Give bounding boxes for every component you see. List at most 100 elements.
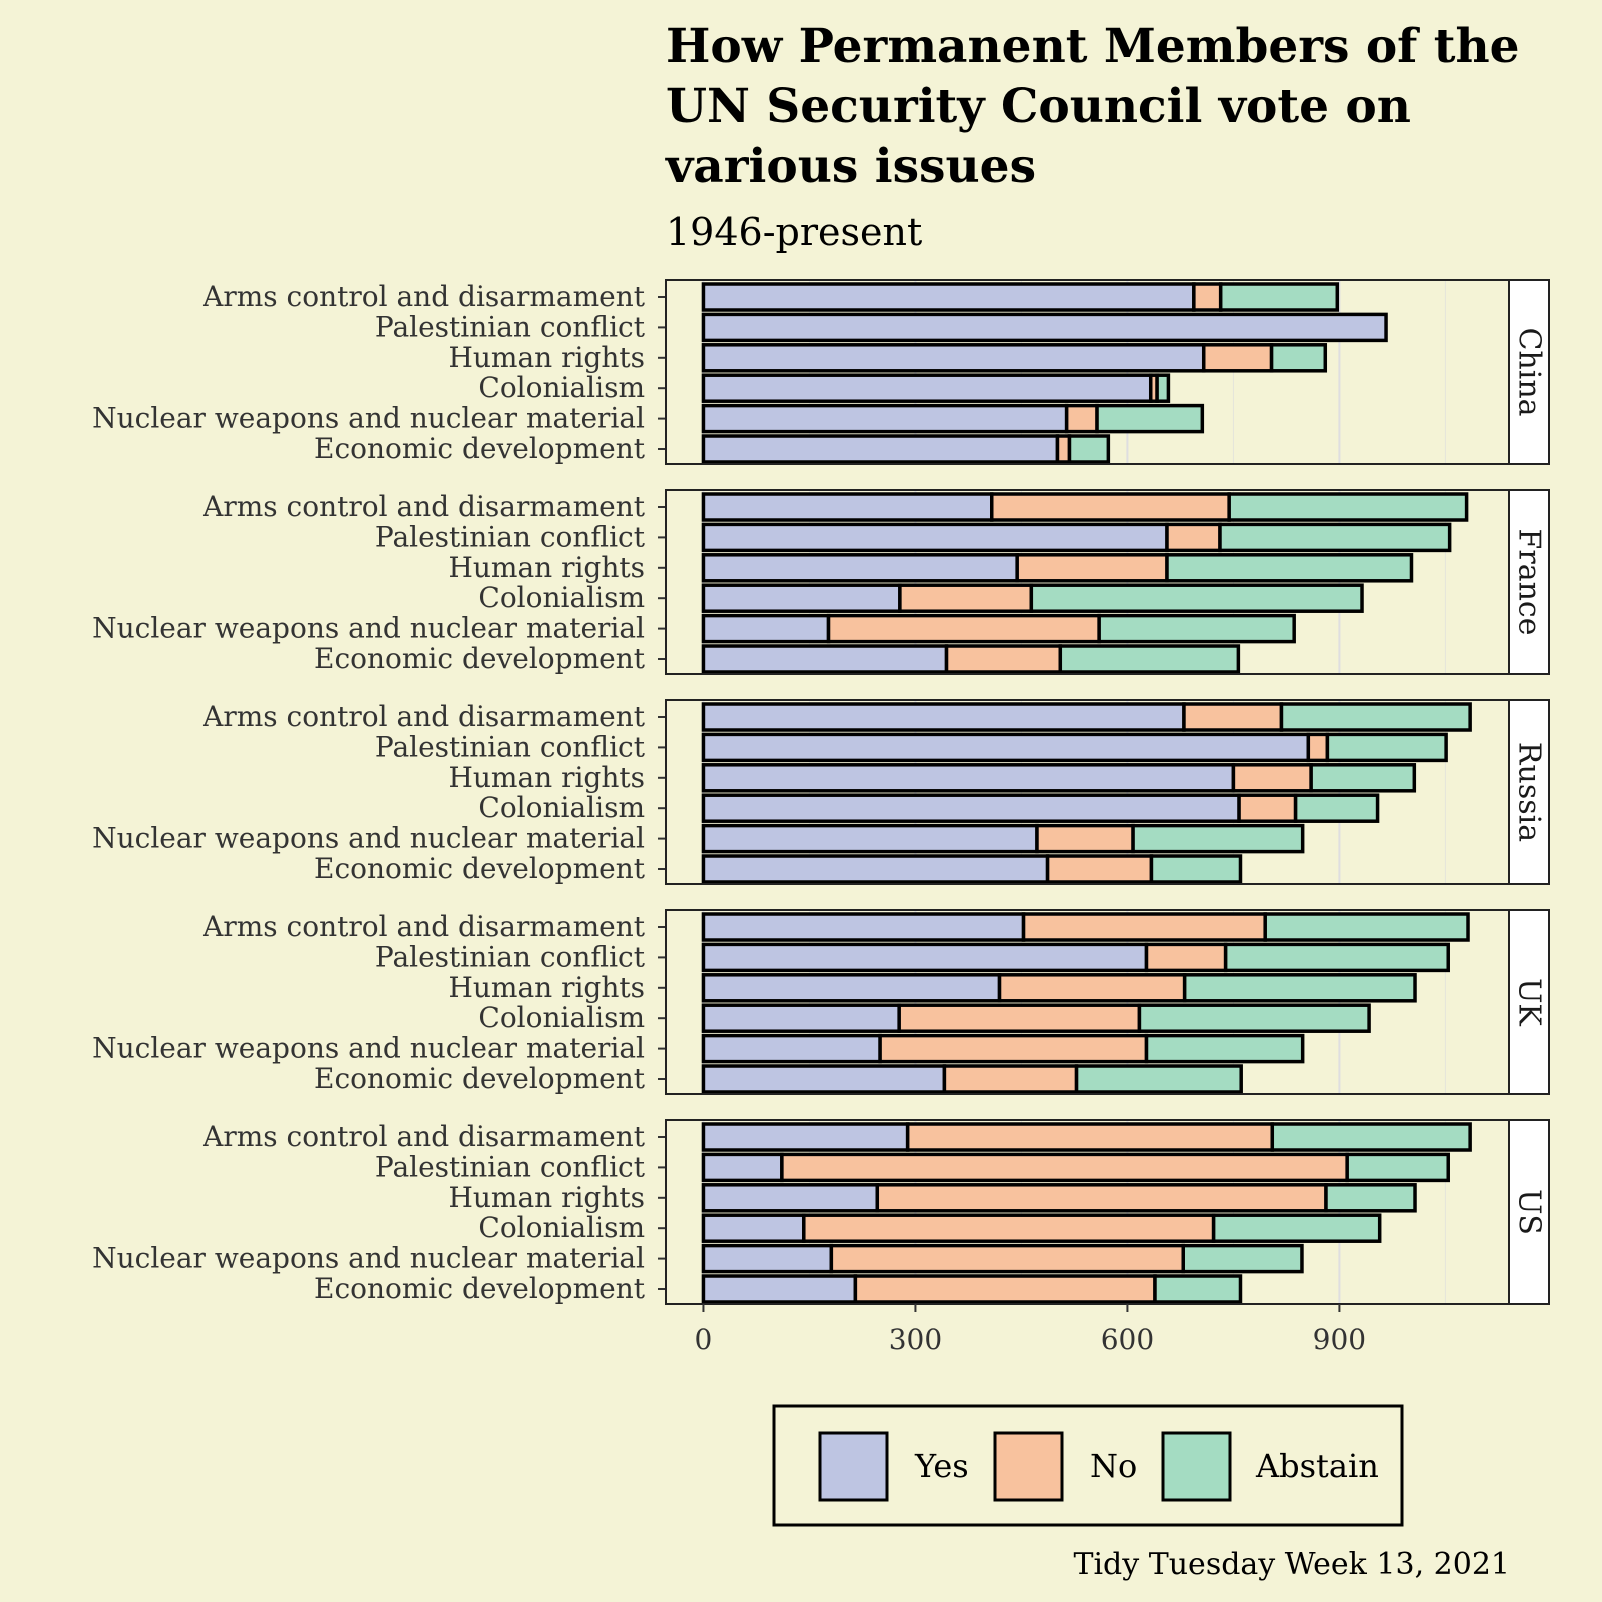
bar-yes xyxy=(701,793,1241,823)
y-tick-label: Nuclear weapons and nuclear material xyxy=(92,1242,645,1275)
y-tick-label: Colonialism xyxy=(478,791,645,824)
bar-yes xyxy=(701,1003,901,1033)
bar-no xyxy=(1192,282,1223,312)
y-tick-label: Economic development xyxy=(314,1272,646,1305)
bar-yes xyxy=(701,613,831,644)
y-tick-label: Human rights xyxy=(448,1181,645,1214)
y-tick-label: Nuclear weapons and nuclear material xyxy=(92,402,645,435)
bar-no xyxy=(1045,854,1154,884)
facet-panels: Arms control and disarmamentPalestinian … xyxy=(92,279,1550,1305)
y-tick-label: Arms control and disarmament xyxy=(202,700,646,733)
bar-abstain xyxy=(1095,403,1205,434)
y-tick-label: Colonialism xyxy=(478,581,645,614)
y-tick-label: Nuclear weapons and nuclear material xyxy=(92,1032,645,1065)
bar-no xyxy=(1306,732,1330,763)
bar-abstain xyxy=(1270,1122,1472,1152)
y-tick-label: Arms control and disarmament xyxy=(202,910,646,943)
y-tick-label: Colonialism xyxy=(478,1211,645,1244)
caption-block: Tidy Tuesday Week 13, 2021 xyxy=(1073,1547,1510,1582)
bar-yes xyxy=(701,942,1149,973)
bar-abstain xyxy=(1131,823,1305,854)
bar-abstain xyxy=(1137,1003,1371,1033)
bar-abstain xyxy=(1218,522,1452,553)
bar-abstain xyxy=(1263,912,1470,942)
facet-strip-label: China xyxy=(1512,327,1547,416)
bar-no xyxy=(1015,553,1169,583)
bar-abstain xyxy=(1324,1183,1417,1213)
legend-key-yes xyxy=(818,1431,889,1502)
bar-yes xyxy=(701,1243,834,1274)
y-tick-label: Human rights xyxy=(448,551,645,584)
facet-strip-label: UK xyxy=(1512,978,1547,1026)
bar-yes xyxy=(701,492,994,522)
bar-yes xyxy=(701,912,1026,942)
chart-caption: Tidy Tuesday Week 13, 2021 xyxy=(1073,1547,1510,1582)
bar-no xyxy=(1021,912,1267,942)
bar-yes xyxy=(701,732,1311,763)
y-tick-label: Economic development xyxy=(314,432,646,465)
bar-yes xyxy=(701,583,902,613)
bar-yes xyxy=(701,823,1039,854)
bar-no xyxy=(1231,763,1313,793)
bar-abstain xyxy=(1058,644,1241,674)
bar-abstain xyxy=(1144,1033,1305,1064)
bar-abstain xyxy=(1227,492,1469,522)
y-tick-label: Economic development xyxy=(314,852,646,885)
bar-no xyxy=(1201,343,1274,373)
y-tick-label: Human rights xyxy=(448,341,645,374)
bar-abstain xyxy=(1211,1213,1382,1243)
x-tick-label: 300 xyxy=(889,1323,942,1356)
bar-yes xyxy=(701,702,1186,732)
facet-panel-us: Arms control and disarmamentPalestinian … xyxy=(92,1119,1550,1305)
y-tick-label: Arms control and disarmament xyxy=(202,490,646,523)
bar-abstain xyxy=(1223,942,1450,973)
bar-no xyxy=(875,1183,1328,1213)
bar-no xyxy=(802,1213,1216,1243)
bar-no xyxy=(990,492,1231,522)
y-tick-label: Economic development xyxy=(314,1062,646,1095)
facet-strip xyxy=(1508,909,1550,1095)
bar-no xyxy=(1064,403,1099,434)
y-tick-label: Palestinian conflict xyxy=(375,940,646,973)
y-tick-label: Arms control and disarmament xyxy=(202,1120,646,1153)
facet-panel-russia: Arms control and disarmamentPalestinian … xyxy=(92,699,1550,885)
x-tick-label: 0 xyxy=(695,1323,713,1356)
x-tick-label: 900 xyxy=(1313,1323,1366,1356)
y-tick-label: Economic development xyxy=(314,642,646,675)
bar-abstain xyxy=(1293,793,1380,823)
bar-yes xyxy=(701,1033,882,1064)
bar-yes xyxy=(701,644,949,674)
y-tick-label: Human rights xyxy=(448,761,645,794)
bar-no xyxy=(853,1274,1157,1304)
bar-no xyxy=(944,644,1063,674)
bar-no xyxy=(1182,702,1284,732)
x-tick-label: 600 xyxy=(1101,1323,1154,1356)
bar-yes xyxy=(701,1122,910,1152)
bar-no xyxy=(1055,434,1072,464)
legend-label: Yes xyxy=(914,1447,969,1485)
x-axis: 0 300 600 900 xyxy=(695,1304,1366,1356)
y-tick-label: Palestinian conflict xyxy=(375,730,646,763)
y-tick-label: Palestinian conflict xyxy=(375,520,646,553)
bar-yes xyxy=(701,434,1060,464)
bar-yes xyxy=(701,343,1206,373)
y-tick-label: Palestinian conflict xyxy=(375,1150,646,1183)
bar-yes xyxy=(701,373,1153,403)
facet-strip xyxy=(1508,279,1550,465)
bar-abstain xyxy=(1269,343,1328,373)
bar-no xyxy=(1237,793,1298,823)
y-tick-label: Human rights xyxy=(448,971,645,1004)
bar-abstain xyxy=(1345,1152,1450,1183)
bar-abstain xyxy=(1279,702,1472,732)
facet-strip-label: Russia xyxy=(1512,742,1547,842)
legend: Yes No Abstain xyxy=(772,1404,1404,1527)
y-tick-label: Colonialism xyxy=(478,371,645,404)
bar-abstain xyxy=(1218,282,1340,312)
bar-no xyxy=(942,1064,1079,1094)
bar-no xyxy=(897,1003,1142,1033)
bar-no xyxy=(780,1152,1349,1183)
bar-no xyxy=(905,1122,1275,1152)
legend-key-no xyxy=(993,1431,1064,1502)
facet-strip-label: France xyxy=(1512,529,1547,636)
